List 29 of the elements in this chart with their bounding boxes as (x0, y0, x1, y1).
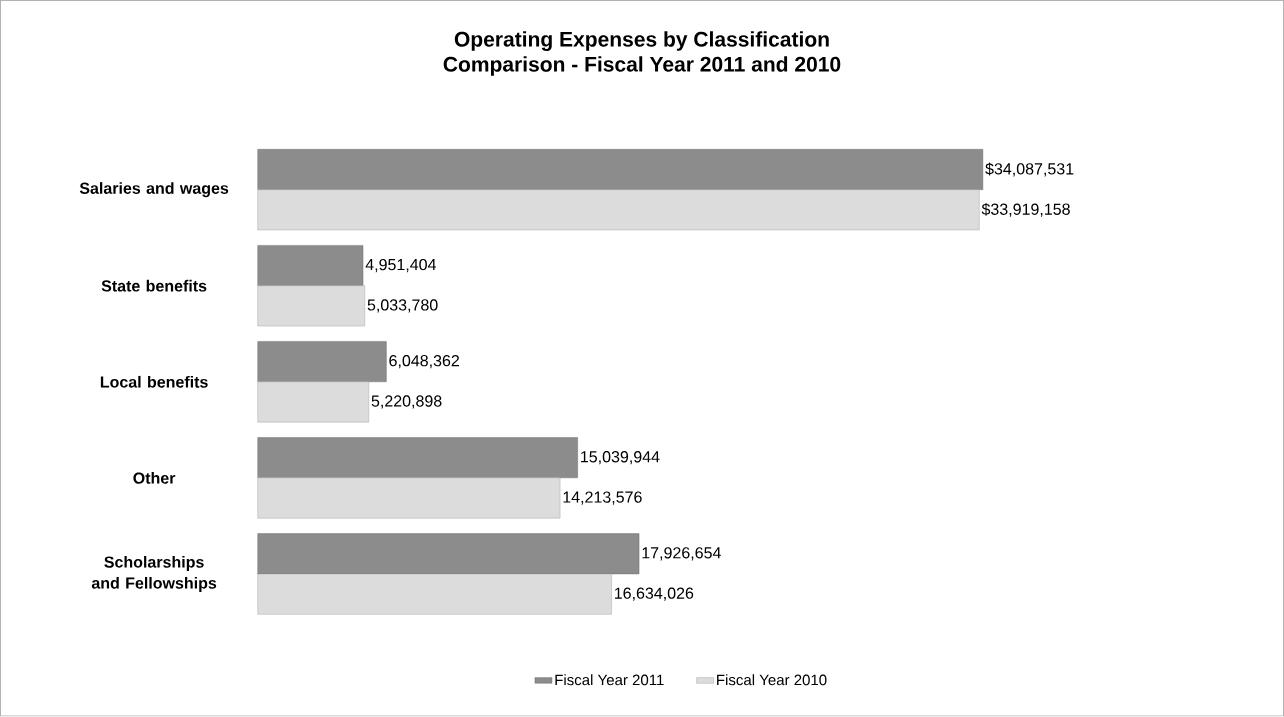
data-label: 5,220,898 (371, 395, 442, 409)
data-label: $33,919,158 (981, 203, 1070, 217)
data-label: 5,033,780 (367, 299, 438, 313)
y-tick-label: Other (133, 472, 176, 484)
data-label: $34,087,531 (985, 162, 1074, 177)
bar (257, 533, 640, 575)
bar (257, 477, 561, 519)
chart-subtitle: Comparison - Fiscal Year 2011 and 2010 (443, 56, 841, 77)
bar (257, 341, 387, 383)
bar (257, 573, 612, 615)
data-label: 6,048,362 (389, 355, 459, 369)
data-label: 16,634,026 (615, 587, 694, 601)
data-label: 17,926,654 (642, 547, 721, 561)
data-label: 4,951,404 (365, 259, 436, 273)
data-label: 15,039,944 (581, 451, 660, 465)
bar (257, 245, 364, 287)
y-tick-label: Scholarships and Fellowships (91, 556, 217, 593)
bar (257, 381, 369, 423)
data-label: 14,213,576 (563, 491, 642, 505)
bar (257, 189, 980, 231)
legend-label: Fiscal Year 2011 (555, 674, 664, 686)
y-tick-label: State benefits (101, 280, 207, 292)
bar (257, 437, 578, 479)
legend-label: Fiscal Year 2010 (717, 674, 827, 686)
bar (257, 285, 365, 327)
y-tick-label: Salaries and wages (79, 182, 229, 198)
bar (257, 149, 984, 191)
y-tick-label: Local benefits (100, 376, 208, 388)
chart-title: Operating Expenses by Classification (454, 31, 829, 52)
